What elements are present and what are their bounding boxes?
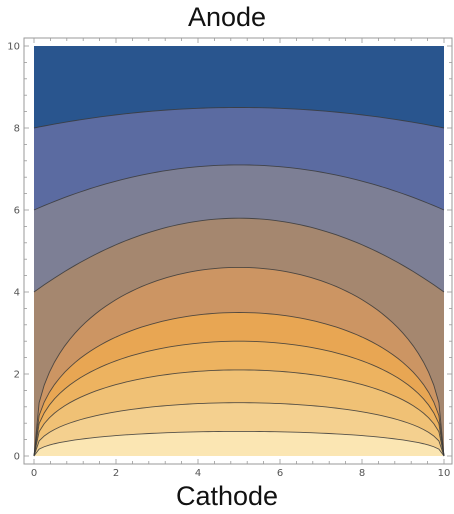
contour-line-8 (33, 402, 445, 457)
y-tick-label: 4 (14, 288, 20, 299)
contour-line-5 (33, 312, 445, 457)
contour-lines (33, 107, 445, 457)
x-tick-label: 2 (113, 468, 119, 479)
contour-line-2 (33, 164, 445, 211)
contour-line-1 (33, 107, 445, 129)
x-tick-label: 0 (31, 468, 37, 479)
contour-line-7 (33, 369, 445, 457)
plot-frame (23, 37, 453, 465)
x-tick-label: 6 (277, 468, 283, 479)
plot-title: Anode (187, 2, 267, 32)
y-tick-label: 2 (14, 370, 20, 381)
x-tick-label: 10 (438, 468, 451, 479)
contour-line-6 (33, 340, 445, 457)
y-tick-label: 10 (7, 42, 20, 53)
x-tick-label: 4 (195, 468, 201, 479)
y-tick-label: 6 (14, 206, 20, 217)
x-axis-label: Cathode (175, 481, 279, 511)
contour-line-3 (33, 217, 445, 293)
y-tick-label: 8 (14, 124, 20, 135)
x-tick-label: 8 (359, 468, 365, 479)
contour-line-9 (33, 430, 445, 457)
contour-region-10 (34, 431, 444, 456)
contour-line-4 (33, 266, 445, 457)
axes: 0 2 4 6 8 10 0 2 4 6 8 10 (7, 37, 453, 479)
y-tick-label: 0 (14, 452, 20, 463)
